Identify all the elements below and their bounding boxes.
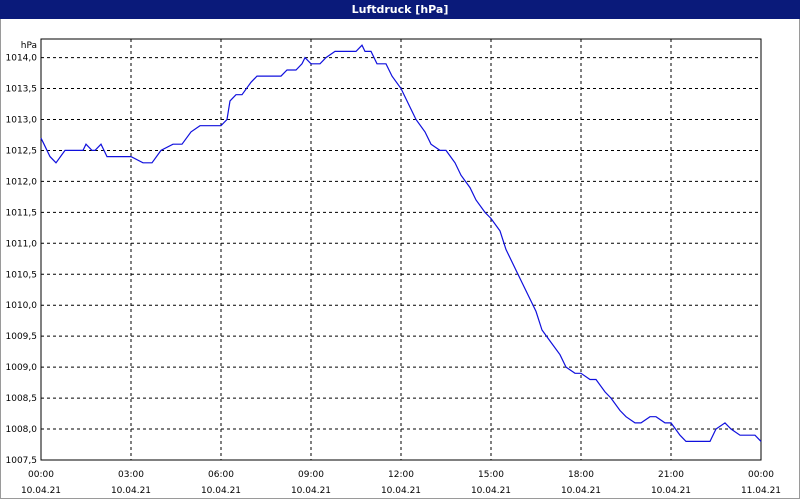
x-tick-date: 10.04.21 bbox=[561, 486, 601, 496]
x-tick-time: 00:00 bbox=[748, 470, 774, 480]
x-tick-date: 10.04.21 bbox=[201, 486, 241, 496]
y-tick-label: 1012,0 bbox=[6, 177, 38, 187]
x-tick-time: 09:00 bbox=[298, 470, 324, 480]
x-tick-date: 10.04.21 bbox=[471, 486, 511, 496]
x-tick-time: 18:00 bbox=[568, 470, 594, 480]
y-tick-label: 1008,5 bbox=[6, 394, 38, 404]
y-tick-label: 1014,0 bbox=[6, 54, 38, 64]
x-tick-time: 00:00 bbox=[28, 470, 54, 480]
x-tick-date: 10.04.21 bbox=[21, 486, 61, 496]
y-tick-label: 1012,5 bbox=[6, 146, 38, 156]
x-tick-time: 21:00 bbox=[658, 470, 684, 480]
y-tick-label: 1013,0 bbox=[6, 115, 38, 125]
y-tick-label: 1011,0 bbox=[6, 239, 38, 249]
y-tick-label: 1008,0 bbox=[6, 425, 38, 435]
x-tick-date: 10.04.21 bbox=[111, 486, 151, 496]
y-axis-label: hPa bbox=[21, 41, 37, 51]
y-tick-label: 1013,5 bbox=[6, 85, 38, 95]
y-tick-label: 1010,5 bbox=[6, 270, 38, 280]
plot-area bbox=[40, 38, 762, 461]
x-tick-time: 03:00 bbox=[118, 470, 144, 480]
x-tick-date: 11.04.21 bbox=[741, 486, 781, 496]
y-tick-label: 1007,5 bbox=[6, 456, 38, 466]
x-tick-time: 12:00 bbox=[388, 470, 414, 480]
chart-title: Luftdruck [hPa] bbox=[0, 0, 800, 19]
x-tick-date: 10.04.21 bbox=[381, 486, 421, 496]
y-tick-label: 1009,0 bbox=[6, 363, 38, 373]
x-tick-time: 15:00 bbox=[478, 470, 504, 480]
y-tick-label: 1009,5 bbox=[6, 332, 38, 342]
x-tick-time: 06:00 bbox=[208, 470, 234, 480]
y-tick-label: 1010,0 bbox=[6, 301, 38, 311]
pressure-line bbox=[40, 44, 762, 442]
x-tick-date: 10.04.21 bbox=[291, 486, 331, 496]
x-tick-date: 10.04.21 bbox=[651, 486, 691, 496]
y-tick-label: 1011,5 bbox=[6, 208, 38, 218]
